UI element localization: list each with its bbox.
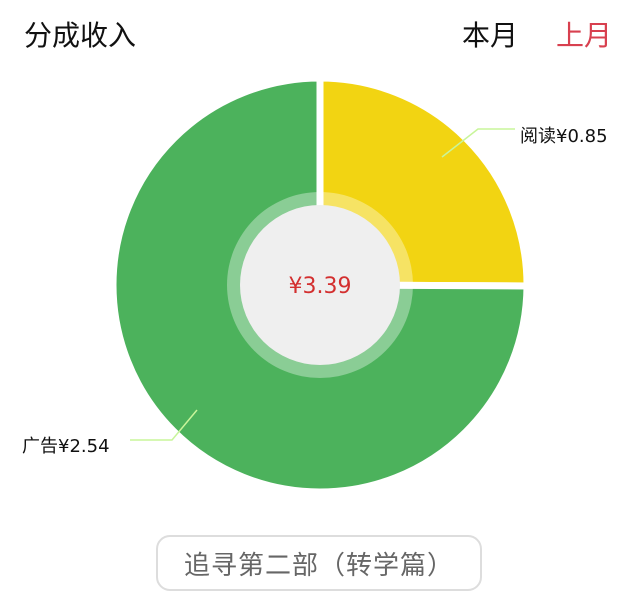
slice-label: 广告¥2.54 [22, 436, 110, 457]
label-leader-line [130, 409, 198, 441]
center-total: ¥3.39 [289, 274, 352, 299]
book-button[interactable]: 追寻第二部（转学篇） [156, 535, 482, 591]
label-leader-line [441, 128, 515, 158]
pie-slice-1[interactable] [109, 74, 531, 496]
donut-hole [240, 205, 400, 365]
slice-label: 阅读¥0.85 [520, 126, 608, 147]
donut-chart: 阅读¥0.85 广告¥2.54 ¥3.39 [22, 74, 608, 496]
tab-this-month[interactable]: 本月 [462, 19, 519, 52]
tab-last-month[interactable]: 上月 [556, 19, 613, 52]
page-title: 分成收入 [24, 19, 137, 52]
